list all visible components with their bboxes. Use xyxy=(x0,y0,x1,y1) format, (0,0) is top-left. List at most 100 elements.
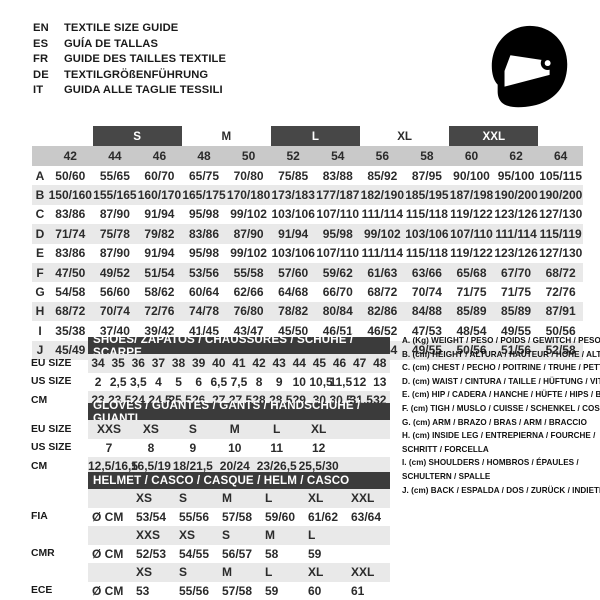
table-row: A 50/60 55/65 60/70 65/75 70/80 75/85 83/88 85/9… xyxy=(32,166,583,186)
shoes-cell-us-1: 2,5 xyxy=(109,374,127,389)
title-row-es: ES GUÍA DE TALLAS xyxy=(33,38,226,54)
row-label-C: C xyxy=(35,207,45,222)
helmet-value-row-fia: FIA Ø CM 53/54 55/56 57/58 59/60 61/62 63/64 xyxy=(31,508,390,527)
helmet-value-row-ece: ECE Ø CM 53 55/56 57/58 59 60 61 xyxy=(31,582,390,600)
cell-B-56: 182/190 xyxy=(360,188,405,203)
cell-B-54: 177/187 xyxy=(316,188,360,203)
cell-A-42: 50/60 xyxy=(55,168,86,183)
shoes-cell-us-3: 4 xyxy=(155,374,162,389)
cell-C-42: 83/86 xyxy=(55,207,86,222)
helmet-value-cmr-1: 54/55 xyxy=(179,546,210,561)
cell-H-64: 87/91 xyxy=(545,304,576,319)
helmet-size-cmr-3: M xyxy=(265,528,275,543)
shoes-row-label: EU SIZE xyxy=(31,357,72,369)
cell-C-60: 119/122 xyxy=(450,207,493,222)
cell-A-50: 70/80 xyxy=(233,168,264,183)
helmet-value-cmr-4: 59 xyxy=(308,546,322,561)
cell-D-50: 87/90 xyxy=(233,226,264,241)
cell-E-56: 111/114 xyxy=(361,246,404,261)
cell-A-58: 87/95 xyxy=(411,168,442,183)
cell-A-64: 105/115 xyxy=(539,168,582,183)
cell-C-50: 99/102 xyxy=(230,207,267,222)
shoes-cell-us-2: 3,5 xyxy=(129,374,147,389)
helmet-size-ece-1: S xyxy=(179,565,188,580)
cell-I-52: 45/50 xyxy=(278,323,309,338)
cell-F-56: 61/63 xyxy=(367,265,398,280)
row-label-B: B xyxy=(35,188,45,203)
cell-G-58: 70/74 xyxy=(411,285,442,300)
cell-D-62: 111/114 xyxy=(495,226,537,241)
gloves-row-label: US SIZE xyxy=(31,442,72,454)
shoes-cell-eu-8: 42 xyxy=(252,356,266,371)
gloves-cell-eu-4: L xyxy=(273,422,281,437)
cell-F-42: 47/50 xyxy=(55,265,86,280)
helmet-size-fia-0: XS xyxy=(136,491,153,506)
legend-line-8: SCHRITT / FORCELLA xyxy=(402,444,489,454)
cell-A-56: 85/92 xyxy=(367,168,398,183)
cell-B-42: 150/160 xyxy=(48,188,92,203)
gloves-row-label: CM xyxy=(31,460,48,472)
size-number-42: 42 xyxy=(63,149,77,163)
title-lang-code: IT xyxy=(33,84,44,97)
cell-H-42: 68/72 xyxy=(55,304,86,319)
cell-A-62: 95/100 xyxy=(497,168,535,183)
gloves-cell-cm-2: 18/21,5 xyxy=(172,459,213,474)
gloves-cell-us-2: 9 xyxy=(189,440,197,455)
gloves-cell-eu-5: XL xyxy=(310,422,327,437)
cell-B-48: 165/175 xyxy=(182,188,226,203)
helmet-value-fia-4: 61/62 xyxy=(308,509,339,524)
gloves-cell-eu-3: M xyxy=(229,422,240,437)
size-band-xl: XL xyxy=(360,126,450,146)
cell-E-52: 103/106 xyxy=(271,246,315,261)
title-text: GUÍA DE TALLAS xyxy=(64,37,159,50)
title-text: GUIDA ALLE TAGLIE TESSILI xyxy=(64,84,223,97)
cell-C-52: 103/106 xyxy=(271,207,315,222)
cell-D-58: 103/106 xyxy=(405,226,449,241)
cell-B-58: 185/195 xyxy=(405,188,449,203)
title-lang-code: FR xyxy=(33,53,49,66)
cell-H-54: 80/84 xyxy=(322,304,353,319)
main-size-table: S M L XL XXL 42 44 46 48 50 52 54 56 58 60 62 64 A 50/60… xyxy=(32,126,583,360)
shoes-cell-us-6: 6,5 xyxy=(210,374,228,389)
cell-F-50: 55/58 xyxy=(233,265,264,280)
legend-line-3: D. (cm) WAIST / CINTURA / TAILLE / HÜFTU… xyxy=(402,376,600,386)
cell-J-42: 45/49 xyxy=(55,343,86,358)
gloves-cell-cm-4: 23/26,5 xyxy=(256,459,297,474)
cell-C-56: 111/114 xyxy=(361,207,404,222)
cell-I-42: 35/38 xyxy=(55,323,86,338)
gloves-table-title: GLOVES / GUANTES / GANTS / HANDSCHUHE / … xyxy=(88,399,390,425)
row-label-H: H xyxy=(35,304,45,319)
title-row-fr: FR GUIDE DES TAILLES TEXTILE xyxy=(33,53,226,69)
cell-I-46: 39/42 xyxy=(144,323,175,338)
shoes-cell-us-11: 10,5 xyxy=(309,374,333,389)
size-band-xxl: XXL xyxy=(449,126,539,146)
shoes-cell-us-7: 7,5 xyxy=(230,374,248,389)
cell-C-46: 91/94 xyxy=(144,207,175,222)
cell-I-62: 49/55 xyxy=(501,323,532,338)
size-number-46: 46 xyxy=(152,149,167,163)
size-band-empty-0 xyxy=(32,126,93,146)
cell-D-46: 79/82 xyxy=(144,226,175,241)
shoes-cell-us-5: 6 xyxy=(195,374,203,389)
shoes-cell-us-10: 10 xyxy=(292,374,306,389)
size-number-58: 58 xyxy=(420,149,434,163)
cell-J-62: 51/56 xyxy=(501,343,532,358)
helmet-row-label-cmr: CMR xyxy=(31,548,55,560)
helmet-value-ece-5: 61 xyxy=(351,583,365,598)
cell-E-48: 95/98 xyxy=(189,246,220,261)
title-text: GUIDE DES TAILLES TEXTILE xyxy=(64,53,227,66)
table-row: D 71/74 75/78 79/82 83/86 87/90 91/94 95/98 99/1… xyxy=(32,224,583,244)
cell-H-52: 78/82 xyxy=(278,304,309,319)
legend-line-7: H. (cm) INSIDE LEG / ENTREPIERNA / FOURC… xyxy=(402,431,596,441)
shoes-cell-eu-11: 45 xyxy=(312,356,327,371)
title-row-en: EN TEXTILE SIZE GUIDE xyxy=(33,22,226,38)
cell-C-62: 123/126 xyxy=(494,207,538,222)
cell-H-56: 82/86 xyxy=(367,304,398,319)
gloves-cell-eu-0: XXS xyxy=(96,422,121,437)
cell-F-58: 63/66 xyxy=(411,265,442,280)
shoes-cell-eu-4: 38 xyxy=(171,356,186,371)
cell-F-44: 49/52 xyxy=(99,265,130,280)
gloves-cell-cm-1: 16,5/19 xyxy=(130,459,171,474)
cell-C-58: 115/118 xyxy=(405,207,448,222)
shoes-cell-eu-14: 48 xyxy=(373,356,387,371)
